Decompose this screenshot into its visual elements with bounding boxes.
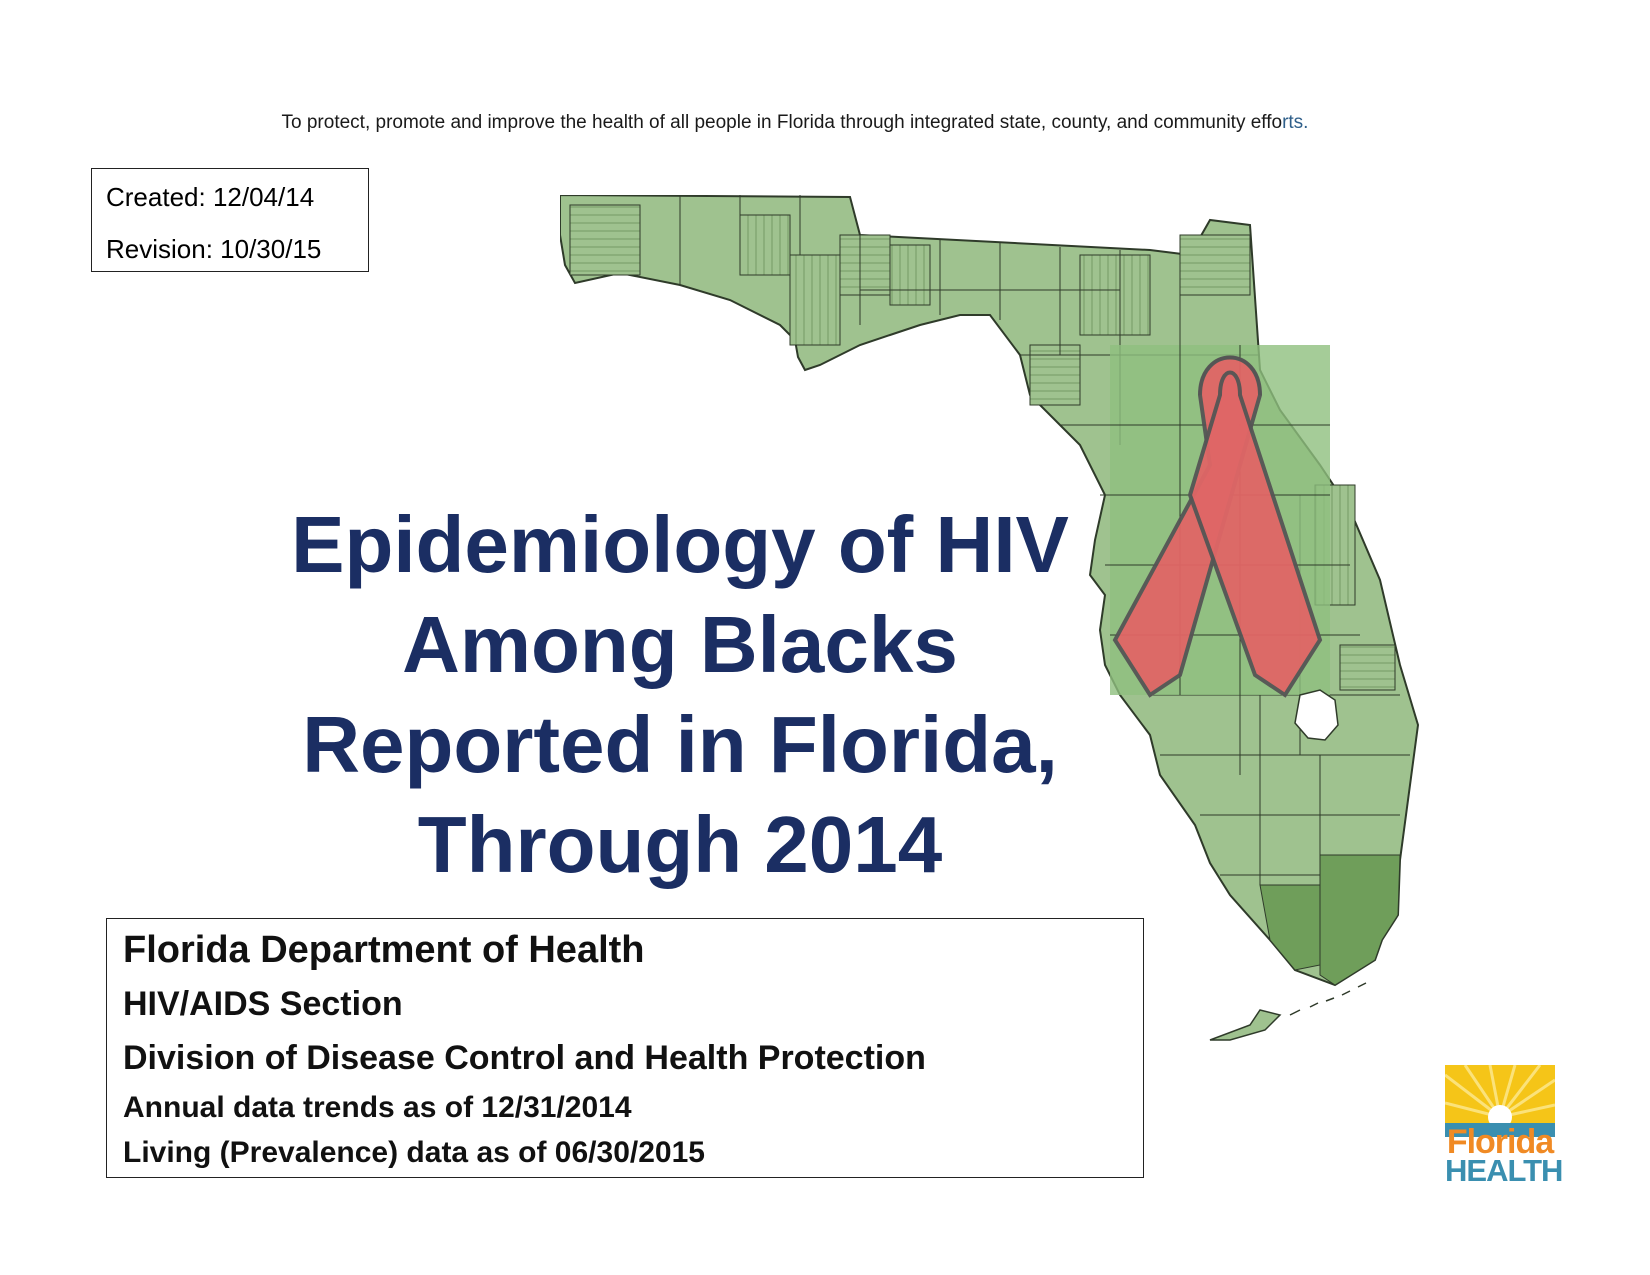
southeast-dark-county: [1319, 854, 1401, 986]
southern-dark-county: [1259, 884, 1321, 971]
logo-word-health: HEALTH: [1445, 1153, 1563, 1188]
florida-map: [560, 195, 1420, 1041]
annual-data-note: Annual data trends as of 12/31/2014: [123, 1091, 632, 1124]
revision-date: Revision: 10/30/15: [106, 234, 322, 264]
mission-text: To protect, promote and improve the heal…: [281, 112, 1283, 133]
created-date: Created: 12/04/14: [106, 182, 315, 212]
florida-health-logo: Florida HEALTH: [1445, 1065, 1563, 1188]
mission-text-tail: rts.: [1282, 112, 1309, 133]
red-ribbon-icon: [1112, 355, 1323, 698]
department-name: Florida Department of Health: [123, 929, 645, 971]
title-line-2: Among Blacks: [402, 600, 958, 689]
info-box: Florida Department of Health HIV/AIDS Se…: [106, 918, 1144, 1178]
logo-word-florida: Florida: [1446, 1123, 1554, 1161]
division-name: Division of Disease Control and Health P…: [123, 1039, 926, 1077]
section-name: HIV/AIDS Section: [123, 985, 403, 1023]
florida-keys: [1209, 982, 1367, 1041]
living-data-note: Living (Prevalence) data as of 06/30/201…: [123, 1136, 705, 1169]
title-line-1: Epidemiology of HIV: [291, 500, 1069, 589]
page-title: Epidemiology of HIV Among Blacks Reporte…: [250, 495, 1110, 895]
title-line-4: Through 2014: [417, 800, 943, 889]
dates-box: Created: 12/04/14 Revision: 10/30/15: [91, 168, 369, 272]
sun-rays-icon: [1445, 1065, 1555, 1137]
mission-statement: To protect, promote and improve the heal…: [0, 112, 1590, 134]
lake-okeechobee: [1294, 689, 1339, 741]
title-line-3: Reported in Florida,: [302, 700, 1058, 789]
